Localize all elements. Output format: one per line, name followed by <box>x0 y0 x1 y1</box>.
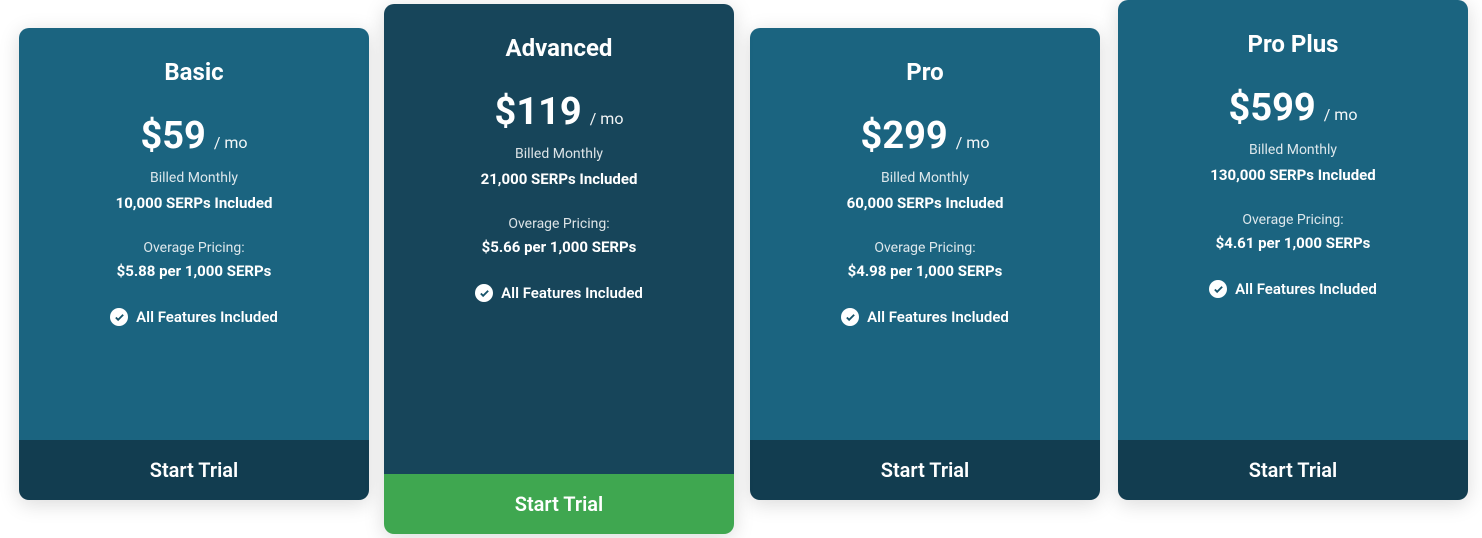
tier-name: Pro <box>770 58 1080 86</box>
features-row: All Features Included <box>39 308 349 326</box>
price-row: $119 / mo <box>404 90 714 134</box>
billing-note: Billed Monthly <box>1138 142 1448 158</box>
serps-included: 10,000 SERPs Included <box>39 194 349 212</box>
overage-rate: $4.61 per 1,000 SERPs <box>1138 234 1448 252</box>
pricing-card-advanced: Advanced $119 / mo Billed Monthly 21,000… <box>384 4 734 534</box>
features-label: All Features Included <box>867 308 1009 326</box>
features-row: All Features Included <box>1138 280 1448 298</box>
overage-rate: $5.88 per 1,000 SERPs <box>39 262 349 280</box>
checkmark-icon <box>110 308 128 326</box>
features-label: All Features Included <box>501 284 643 302</box>
checkmark-icon <box>475 284 493 302</box>
tier-name: Basic <box>39 58 349 86</box>
serps-included: 21,000 SERPs Included <box>404 170 714 188</box>
billing-note: Billed Monthly <box>39 170 349 186</box>
price-row: $59 / mo <box>39 114 349 158</box>
pricing-card-basic: Basic $59 / mo Billed Monthly 10,000 SER… <box>19 28 369 500</box>
features-row: All Features Included <box>770 308 1080 326</box>
billing-note: Billed Monthly <box>770 170 1080 186</box>
checkmark-icon <box>1209 280 1227 298</box>
price-period: / mo <box>956 133 990 152</box>
price-row: $299 / mo <box>770 114 1080 158</box>
pricing-table: Basic $59 / mo Billed Monthly 10,000 SER… <box>0 0 1482 538</box>
start-trial-button[interactable]: Start Trial <box>384 474 734 534</box>
pricing-card-pro: Pro $299 / mo Billed Monthly 60,000 SERP… <box>750 28 1100 500</box>
price: $119 <box>495 90 582 134</box>
overage-rate: $4.98 per 1,000 SERPs <box>770 262 1080 280</box>
card-body: Pro $299 / mo Billed Monthly 60,000 SERP… <box>750 28 1100 440</box>
features-row: All Features Included <box>404 284 714 302</box>
price-period: / mo <box>214 133 248 152</box>
price: $299 <box>861 114 948 158</box>
checkmark-icon <box>841 308 859 326</box>
price: $59 <box>140 114 205 158</box>
price-row: $599 / mo <box>1138 86 1448 130</box>
card-body: Advanced $119 / mo Billed Monthly 21,000… <box>384 4 734 474</box>
tier-name: Advanced <box>404 34 714 62</box>
start-trial-button[interactable]: Start Trial <box>750 440 1100 500</box>
card-body: Basic $59 / mo Billed Monthly 10,000 SER… <box>19 28 369 440</box>
price-period: / mo <box>1324 105 1358 124</box>
overage-rate: $5.66 per 1,000 SERPs <box>404 238 714 256</box>
serps-included: 130,000 SERPs Included <box>1138 166 1448 184</box>
start-trial-button[interactable]: Start Trial <box>1118 440 1468 500</box>
serps-included: 60,000 SERPs Included <box>770 194 1080 212</box>
features-label: All Features Included <box>1235 280 1377 298</box>
tier-name: Pro Plus <box>1138 30 1448 58</box>
overage-label: Overage Pricing: <box>404 216 714 232</box>
price: $599 <box>1229 86 1316 130</box>
overage-label: Overage Pricing: <box>770 240 1080 256</box>
start-trial-button[interactable]: Start Trial <box>19 440 369 500</box>
price-period: / mo <box>590 109 624 128</box>
overage-label: Overage Pricing: <box>39 240 349 256</box>
overage-label: Overage Pricing: <box>1138 212 1448 228</box>
card-body: Pro Plus $599 / mo Billed Monthly 130,00… <box>1118 0 1468 440</box>
pricing-card-pro-plus: Pro Plus $599 / mo Billed Monthly 130,00… <box>1118 0 1468 500</box>
features-label: All Features Included <box>136 308 278 326</box>
billing-note: Billed Monthly <box>404 146 714 162</box>
